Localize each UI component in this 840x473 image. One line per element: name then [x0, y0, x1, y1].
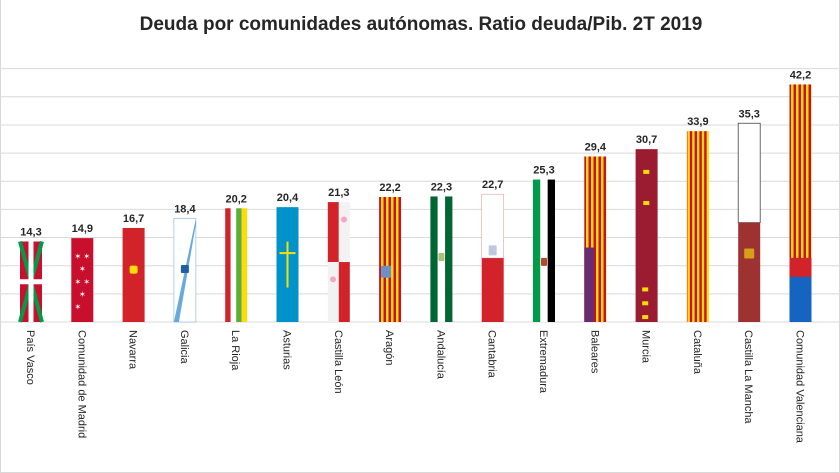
svg-text:✶: ✶	[83, 252, 90, 261]
data-label: 21,3	[328, 187, 349, 199]
tick-label: Baleares	[588, 330, 600, 374]
bar	[18, 240, 44, 323]
tick-label: Cataluña	[691, 330, 703, 375]
bar	[276, 207, 299, 322]
data-label: 29,4	[585, 141, 607, 153]
tick-label: Andalucía	[434, 330, 446, 380]
svg-text:✶: ✶	[79, 265, 86, 274]
tick-label: Navarra	[127, 330, 139, 370]
data-label: 20,2	[225, 193, 246, 205]
tick-label: Extremadura	[537, 330, 549, 394]
bar	[173, 218, 197, 323]
tick-label: Asturias	[281, 330, 293, 370]
tick-label: Castilla La Mancha	[742, 330, 754, 424]
data-label: 30,7	[636, 134, 657, 146]
data-label: 16,7	[123, 213, 144, 225]
bar	[789, 84, 812, 322]
data-label: 22,7	[482, 179, 503, 191]
bar	[481, 193, 505, 322]
tick-label: Castilla León	[332, 330, 344, 394]
tick-label: Cantabria	[486, 330, 498, 379]
bar	[225, 208, 248, 322]
data-label: 18,4	[174, 203, 196, 215]
svg-text:✶: ✶	[75, 252, 82, 261]
tick-label: Comunidad de Madrid	[75, 330, 87, 438]
data-label: 14,3	[20, 226, 41, 238]
data-label: 42,2	[790, 69, 811, 81]
bar	[430, 196, 453, 322]
bars: ✶ ✶✶✶ ✶✶✶	[18, 84, 812, 323]
bar	[686, 131, 709, 322]
tick-label: La Rioja	[229, 330, 241, 371]
bar	[122, 227, 145, 322]
chart-title: Deuda por comunidades autónomas. Ratio d…	[139, 14, 703, 35]
data-label: 35,3	[738, 108, 759, 120]
data-label: 22,2	[379, 182, 400, 194]
svg-text:✶: ✶	[83, 277, 90, 286]
bar: ✶ ✶✶✶ ✶✶✶	[71, 238, 94, 322]
tick-label: Comunidad Valenciana	[794, 330, 806, 444]
tick-label: País Vasco	[24, 330, 36, 385]
data-label: 14,9	[72, 223, 93, 235]
bar	[737, 122, 761, 322]
bar	[533, 179, 555, 322]
svg-text:✶: ✶	[75, 277, 82, 286]
tick-label: Murcia	[640, 330, 652, 364]
bar	[584, 156, 607, 322]
category-labels: País Vasco Comunidad de Madrid Navarra Gali…	[24, 330, 806, 444]
value-labels: 14,3 14,9 16,7 18,4 20,2 20,4 21,3 22,2 22,3 22,7…	[20, 69, 811, 238]
bar	[327, 202, 350, 322]
bar	[379, 197, 402, 322]
svg-text:✶: ✶	[75, 302, 82, 311]
tick-label: Aragón	[383, 330, 395, 365]
data-label: 25,3	[533, 165, 554, 177]
data-label: 20,4	[277, 192, 299, 204]
bar	[635, 149, 658, 322]
data-label: 22,3	[431, 181, 452, 193]
tick-label: Galicia	[178, 330, 190, 365]
svg-text:✶: ✶	[79, 290, 86, 299]
data-label: 33,9	[687, 116, 708, 128]
